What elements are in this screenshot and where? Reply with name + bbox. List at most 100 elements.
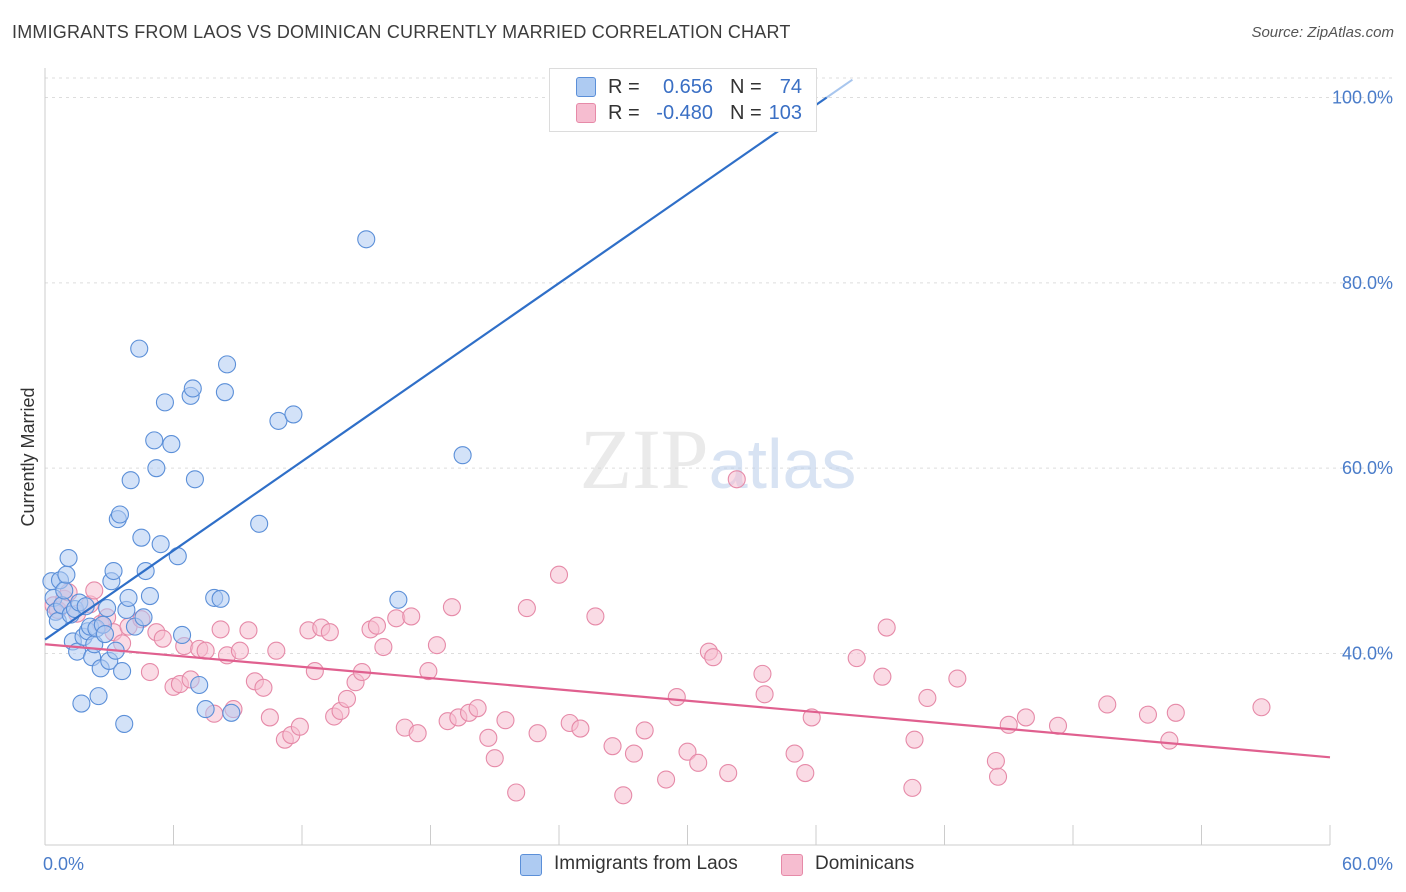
data-point: [419, 662, 438, 681]
data-point: [367, 616, 387, 635]
data-point: [196, 700, 215, 719]
data-point: [140, 586, 159, 606]
data-point: [284, 405, 303, 424]
data-point: [374, 637, 393, 657]
data-point: [468, 699, 487, 718]
data-point: [586, 607, 605, 626]
y-tick-label: 60.0%: [1342, 458, 1393, 478]
data-point: [549, 565, 569, 584]
data-point: [624, 744, 644, 763]
x-tick-label: 0.0%: [43, 854, 84, 874]
data-point: [753, 664, 772, 683]
data-point: [290, 717, 309, 736]
y-tick-label: 40.0%: [1342, 644, 1393, 664]
data-point: [903, 778, 922, 797]
data-point: [873, 667, 892, 686]
regression-lines: [44, 78, 1331, 759]
data-point: [603, 737, 622, 756]
data-point: [190, 675, 209, 695]
data-point: [147, 459, 166, 478]
data-point: [357, 230, 376, 249]
data-point: [727, 470, 746, 489]
data-point: [168, 547, 187, 566]
data-point: [89, 687, 108, 706]
data-point: [402, 607, 421, 626]
r-label: R =: [608, 102, 640, 124]
data-point: [517, 599, 536, 618]
data-point: [59, 549, 78, 568]
data-point: [847, 649, 866, 668]
data-point: [173, 625, 192, 645]
data-point: [802, 708, 821, 727]
data-point: [988, 767, 1008, 786]
data-point: [1098, 695, 1117, 714]
data-point: [614, 786, 633, 805]
data-point: [55, 581, 74, 600]
data-point: [689, 753, 708, 772]
data-point: [1138, 705, 1158, 724]
y-tick-label: 100.0%: [1332, 88, 1393, 108]
data-point: [98, 599, 117, 618]
data-point: [635, 721, 654, 740]
data-point: [1016, 708, 1035, 727]
data-point: [57, 565, 76, 584]
legend-label: Dominicans: [815, 853, 915, 874]
data-point: [95, 624, 115, 644]
data-point: [986, 751, 1005, 771]
data-point: [121, 471, 140, 490]
data-point: [119, 588, 138, 607]
data-point: [222, 703, 241, 722]
watermark-atlas: atlas: [709, 425, 857, 503]
data-point: [442, 598, 461, 617]
series-legend: Immigrants from Laos Dominicans: [0, 852, 1406, 878]
data-point: [130, 339, 149, 358]
data-point: [269, 411, 288, 430]
data-point: [999, 715, 1018, 734]
series-laos: [42, 88, 740, 733]
data-point: [704, 648, 723, 667]
stats-row-laos: R = 0.656 N = 74: [550, 74, 816, 100]
data-point: [755, 685, 774, 704]
data-point: [113, 662, 132, 681]
data-point: [239, 621, 258, 640]
chart-title: IMMIGRANTS FROM LAOS VS DOMINICAN CURREN…: [12, 22, 791, 42]
data-point: [132, 528, 151, 547]
x-tick-label: 60.0%: [1342, 854, 1393, 874]
x-tick-labels: 0.0% 60.0%: [43, 854, 1393, 874]
r-label: R =: [608, 76, 640, 98]
data-point: [678, 742, 697, 761]
regression-line: [44, 96, 828, 641]
data-point: [408, 724, 427, 743]
data-point: [905, 730, 924, 749]
data-point: [305, 662, 324, 681]
data-point: [260, 708, 279, 727]
data-point: [948, 669, 967, 688]
data-point: [1166, 703, 1185, 722]
n-value: 74: [779, 76, 802, 98]
data-point: [196, 641, 215, 660]
y-axis-label: Currently Married: [18, 387, 38, 526]
r-value: 0.656: [662, 76, 713, 98]
swatch-pink: [781, 854, 803, 876]
regression-line: [44, 643, 1331, 759]
swatch-pink: [576, 103, 596, 123]
data-point: [72, 694, 91, 713]
r-value: -0.480: [656, 102, 713, 124]
data-point: [657, 770, 676, 789]
chart-source: Source: ZipAtlas.com: [1251, 24, 1394, 41]
data-point: [155, 393, 174, 412]
data-point: [719, 763, 738, 783]
data-point: [267, 641, 286, 660]
data-point: [528, 724, 547, 743]
data-point: [320, 623, 339, 642]
data-point: [110, 505, 130, 524]
data-point: [153, 629, 172, 648]
data-point: [185, 470, 204, 489]
data-point: [217, 355, 237, 374]
data-point: [140, 662, 159, 682]
data-point: [918, 688, 937, 708]
swatch-blue: [520, 854, 542, 876]
data-point: [453, 446, 472, 465]
data-point: [877, 618, 896, 637]
